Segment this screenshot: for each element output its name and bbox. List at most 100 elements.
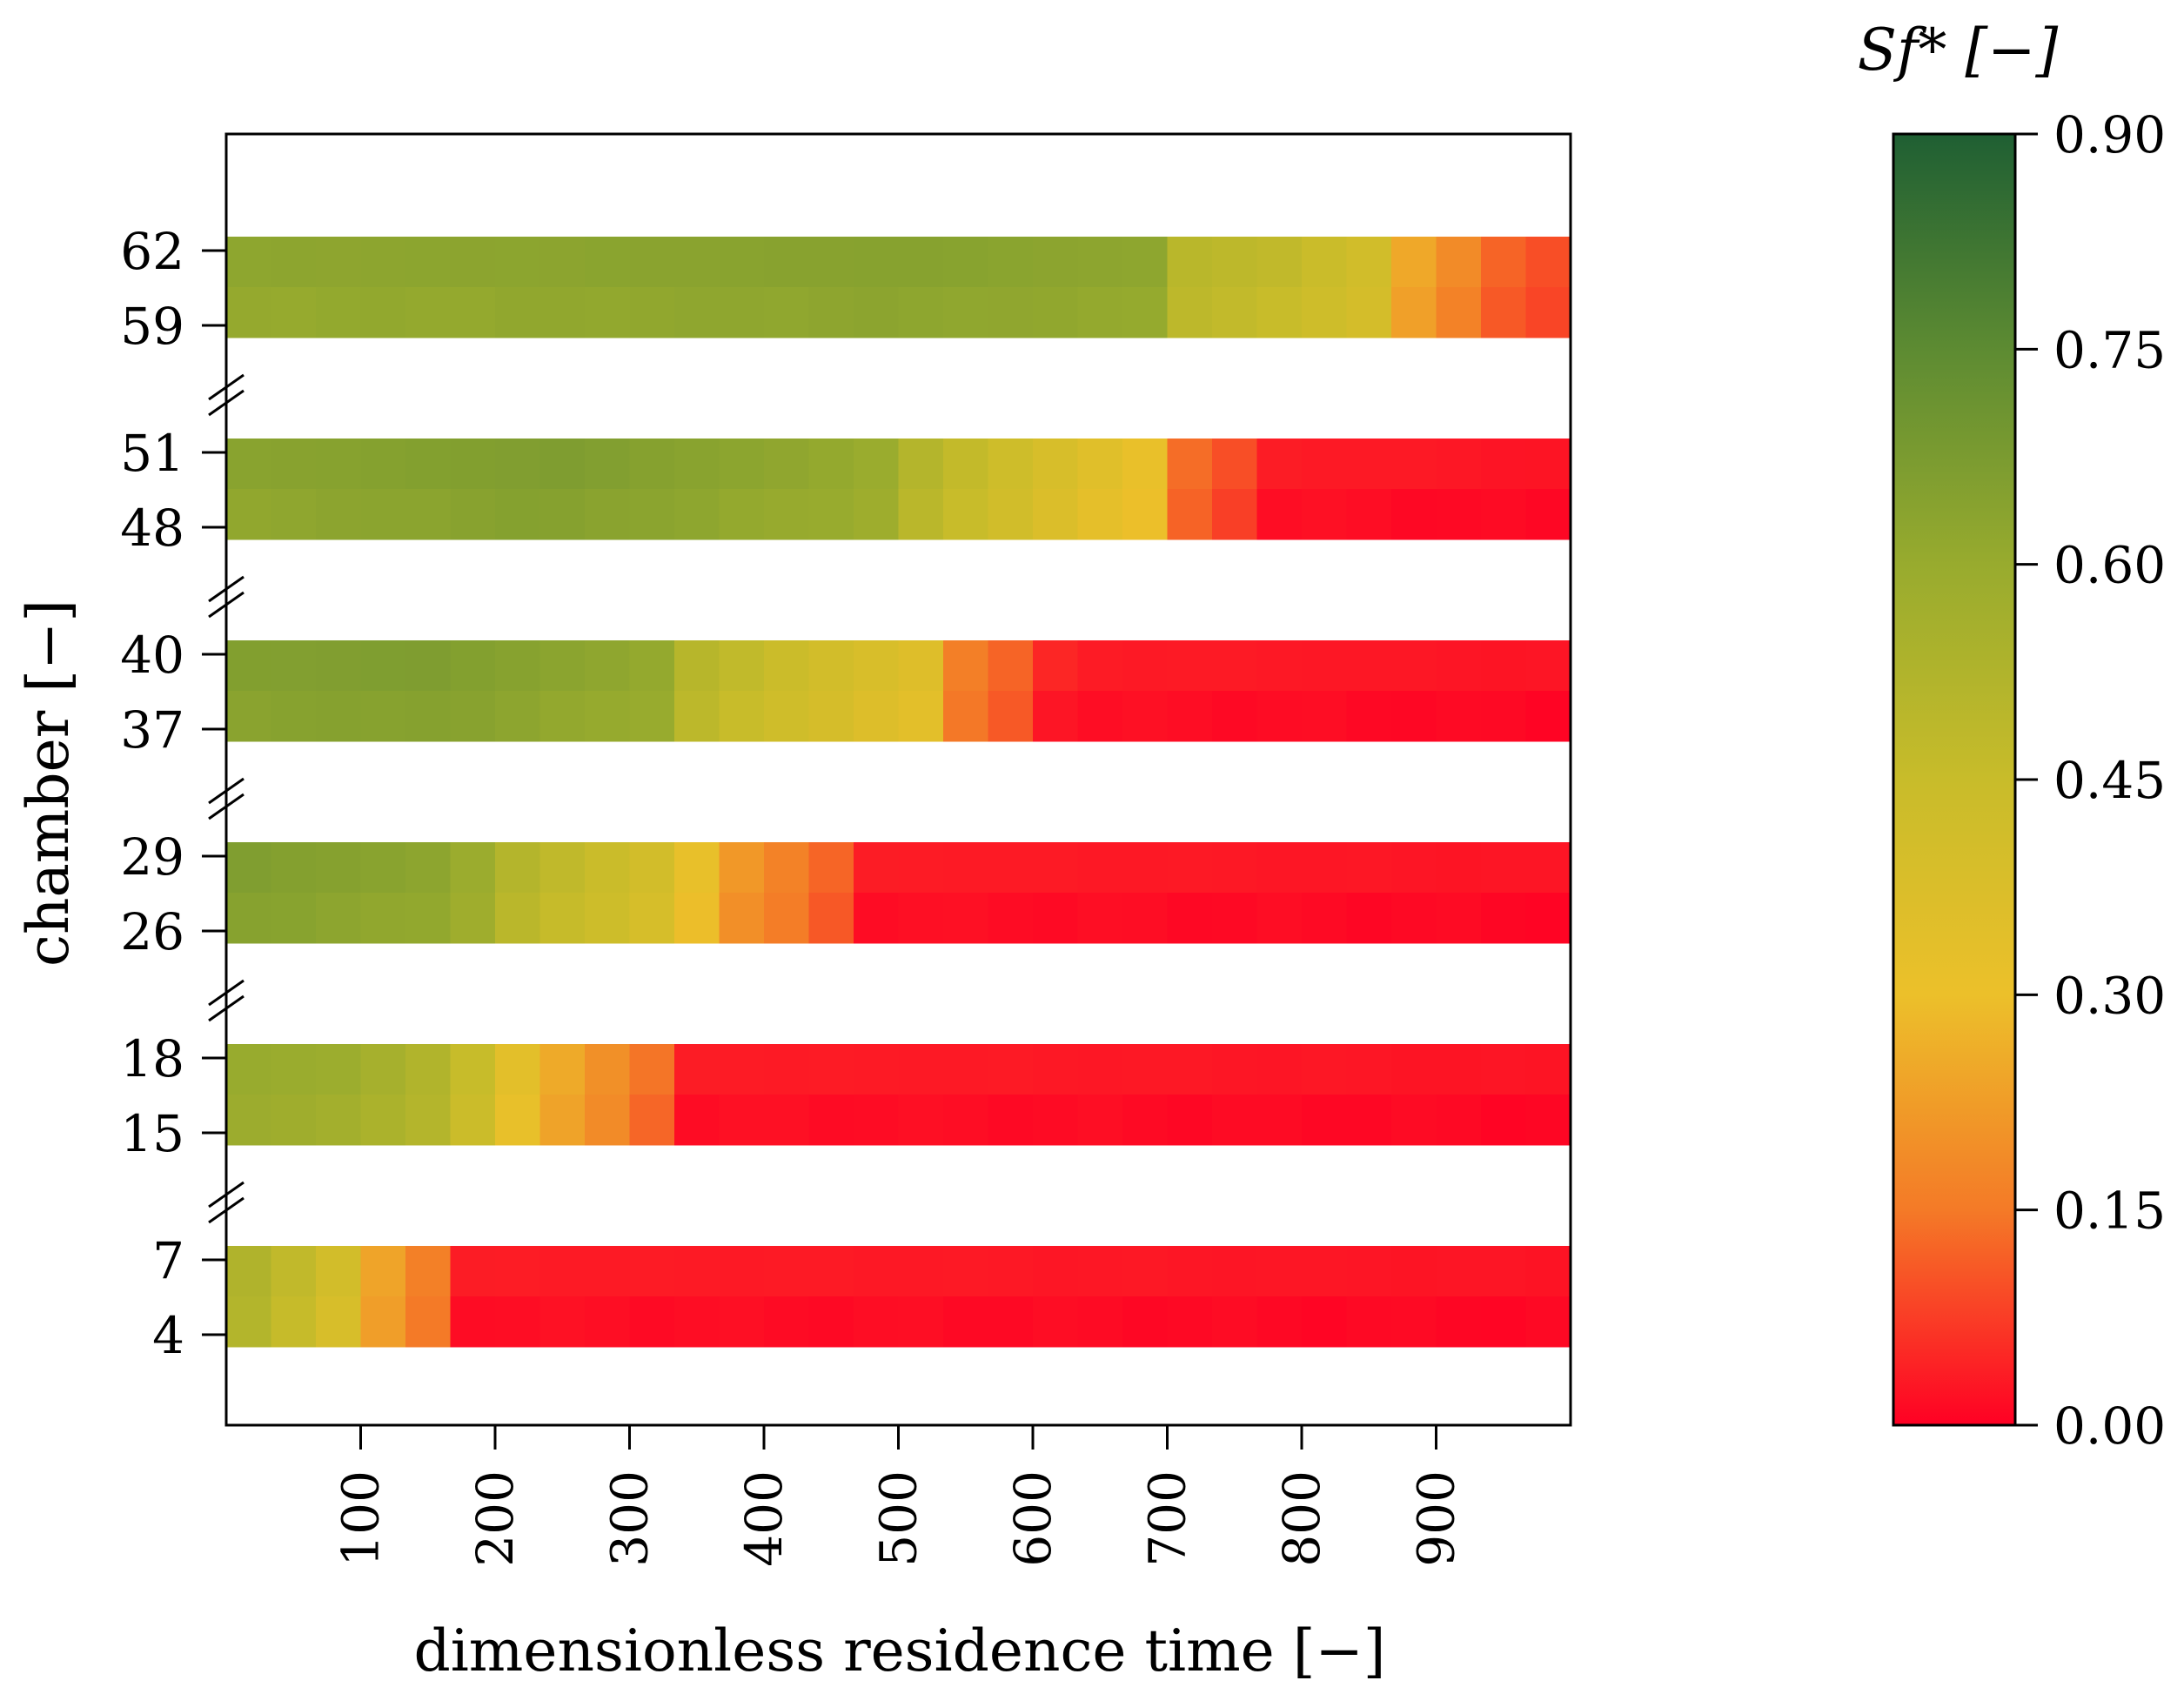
heatmap-cell [898,842,944,894]
heatmap-cell [1167,287,1213,338]
heatmap-cell [495,842,541,894]
heatmap-cell [226,439,272,490]
heatmap-cell [719,439,765,490]
heatmap-cell [316,237,362,288]
heatmap-cell [943,842,989,894]
heatmap-cell [1436,842,1482,894]
heatmap-cell [1525,237,1571,288]
heatmap-cell [1436,1044,1482,1095]
heatmap-cell [450,1246,496,1297]
heatmap-cell [316,1246,362,1297]
heatmap-cell [1077,287,1123,338]
heatmap-cell [1391,439,1437,490]
heatmap-cell [943,691,989,742]
heatmap-cell [1256,842,1303,894]
heatmap-cell [1436,893,1482,944]
heatmap-cell [629,489,675,540]
heatmap-cell [943,1246,989,1297]
heatmap-cell [1302,640,1348,692]
heatmap-cell [271,1095,317,1146]
band-51-48 [226,439,1571,540]
axis-break-mark [208,994,245,1022]
heatmap-cell [1212,842,1258,894]
heatmap-cell [1122,1044,1169,1095]
heatmap-cell [1077,1095,1123,1146]
heatmap-cell [808,237,854,288]
heatmap-cell [1033,691,1079,742]
heatmap-cell [1033,489,1079,540]
heatmap-cell [1525,1296,1571,1348]
colorbar-tick-label: 0.00 [2053,1396,2166,1456]
x-tick-label: 400 [734,1470,794,1567]
heatmap-cell [1077,1044,1123,1095]
heatmap-cell [450,1095,496,1146]
heatmap-cell [764,1044,810,1095]
heatmap-cell [808,1095,854,1146]
heatmap-cell [585,691,631,742]
colorbar [1892,132,2017,1427]
heatmap-cell [1033,1246,1079,1297]
heatmap-cell [1033,842,1079,894]
heatmap-cell [988,489,1034,540]
axis-break-mark [208,1181,245,1209]
heatmap-cell [988,1095,1034,1146]
heatmap-cell [1167,893,1213,944]
heatmap-cell [988,893,1034,944]
heatmap-cell [1525,439,1571,490]
heatmap-cell [1302,1246,1348,1297]
heatmap-cell [1436,1296,1482,1348]
heatmap-cell [1481,1296,1527,1348]
heatmap-cell [764,893,810,944]
heatmap-cell [539,1296,586,1348]
heatmap-cell [405,237,452,288]
y-tick-label: 51 [120,424,184,483]
y-tick-label: 18 [120,1029,184,1088]
heatmap-cell [1167,1044,1213,1095]
heatmap-cell [1436,640,1482,692]
heatmap-cell [405,1044,452,1095]
heatmap-cell [943,489,989,540]
heatmap-cell [271,287,317,338]
heatmap-cell [1346,893,1392,944]
colorbar-tick-label: 0.45 [2053,751,2166,810]
heatmap-cell [1122,237,1169,288]
axis-break-mark [208,373,245,401]
heatmap-cell [495,237,541,288]
heatmap-cell [495,439,541,490]
heatmap-cell [943,1296,989,1348]
band-29-26 [226,842,1571,944]
heatmap-cell [1481,1044,1527,1095]
heatmap-cell [585,1044,631,1095]
heatmap-cell [854,439,900,490]
heatmap-area [226,237,1571,1348]
heatmap-cell [1302,489,1348,540]
heatmap-cell [1481,842,1527,894]
heatmap-cell [1122,1296,1169,1348]
heatmap-cell [405,842,452,894]
heatmap-cell [539,237,586,288]
heatmap-cell [539,1095,586,1146]
colorbar-tick-label: 0.75 [2053,320,2166,379]
heatmap-cell [1525,893,1571,944]
heatmap-cell [495,1296,541,1348]
heatmap-cell [271,237,317,288]
heatmap-cell [1033,1044,1079,1095]
heatmap-cell [1167,1246,1213,1297]
heatmap-cell [360,842,406,894]
heatmap-cell [495,1246,541,1297]
heatmap-cell [1256,893,1303,944]
heatmap-cell [1122,842,1169,894]
heatmap-cell [360,439,406,490]
y-tick-label: 15 [120,1104,184,1163]
heatmap-cell [1256,287,1303,338]
y-tick-label: 40 [120,626,184,685]
heatmap-cell [854,489,900,540]
heatmap-cell [1122,1246,1169,1297]
heatmap-cell [226,691,272,742]
heatmap-cell [271,640,317,692]
y-tick-label: 7 [152,1231,184,1290]
heatmap-cell [1346,237,1392,288]
heatmap-cell [1436,1095,1482,1146]
heatmap-cell [898,439,944,490]
heatmap-cell [943,237,989,288]
